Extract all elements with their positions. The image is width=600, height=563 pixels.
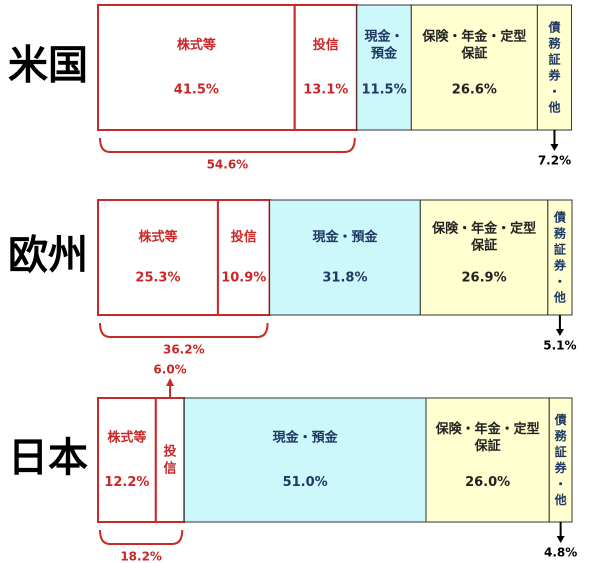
value-label: 12.2% bbox=[104, 475, 149, 490]
segment-label: 投信 bbox=[231, 228, 257, 244]
segment-label: 株式等 bbox=[107, 429, 146, 445]
segment-label: 保険・年金・定型保証 bbox=[421, 28, 526, 61]
segment-label: 投信 bbox=[313, 37, 339, 53]
value-label: 31.8% bbox=[322, 271, 367, 286]
value-label: 26.6% bbox=[452, 83, 497, 98]
segment-label: 債務証券・他 bbox=[553, 209, 567, 304]
bar-segment bbox=[97, 397, 157, 523]
value-label: 51.0% bbox=[283, 475, 328, 490]
arrow-head bbox=[556, 536, 565, 543]
value-label: 13.1% bbox=[303, 83, 348, 98]
bracket-label: 54.6% bbox=[207, 158, 249, 172]
arrow-head bbox=[166, 378, 175, 386]
category-label: 米国 bbox=[8, 43, 88, 89]
value-label: 5.1% bbox=[543, 339, 576, 353]
value-label: 25.3% bbox=[135, 271, 180, 286]
bar-segment bbox=[269, 199, 421, 316]
segment-label: 現金・預金 bbox=[365, 28, 404, 61]
bar-segment bbox=[183, 397, 427, 523]
category-label: 日本 bbox=[8, 435, 88, 481]
value-label: 11.5% bbox=[362, 83, 407, 98]
bracket bbox=[99, 529, 184, 545]
bar-segment bbox=[547, 199, 573, 316]
segment-label: 株式等 bbox=[177, 37, 216, 53]
bar-segment bbox=[356, 4, 412, 131]
bar-segment bbox=[97, 199, 219, 316]
bar-segment bbox=[419, 199, 549, 316]
bar-segment bbox=[425, 397, 550, 523]
value-label: 26.9% bbox=[462, 271, 507, 286]
value-label: 4.8% bbox=[544, 546, 577, 560]
segment-label: 債務証券・他 bbox=[547, 19, 561, 114]
bar-segment bbox=[293, 4, 358, 131]
value-label: 6.0% bbox=[153, 363, 186, 377]
bar-segment bbox=[97, 4, 296, 131]
segment-label: 保険・年金・定型保証 bbox=[435, 421, 540, 454]
segment-label: 現金・預金 bbox=[312, 228, 378, 244]
arrow-head bbox=[555, 329, 564, 336]
value-label: 7.2% bbox=[538, 154, 571, 168]
value-label: 41.5% bbox=[174, 83, 219, 98]
segment-label: 現金・預金 bbox=[273, 429, 339, 445]
segment-label: 投信 bbox=[164, 443, 177, 476]
segment-label: 保険・年金・定型保証 bbox=[431, 220, 536, 253]
arrow-head bbox=[550, 144, 559, 151]
bracket bbox=[99, 137, 356, 153]
bar-segment bbox=[536, 4, 573, 131]
segment-label: 株式等 bbox=[138, 228, 177, 244]
bracket bbox=[99, 322, 269, 338]
bar-segment bbox=[154, 397, 186, 523]
value-label: 26.0% bbox=[465, 475, 510, 490]
bracket-label: 36.2% bbox=[163, 343, 205, 357]
value-label: 10.9% bbox=[221, 271, 266, 286]
bar-segment bbox=[410, 4, 538, 131]
bar-segment bbox=[216, 199, 271, 316]
segment-label: 債務証券・他 bbox=[554, 412, 568, 507]
bracket-label: 18.2% bbox=[120, 550, 162, 563]
category-label: 欧州 bbox=[8, 233, 88, 279]
